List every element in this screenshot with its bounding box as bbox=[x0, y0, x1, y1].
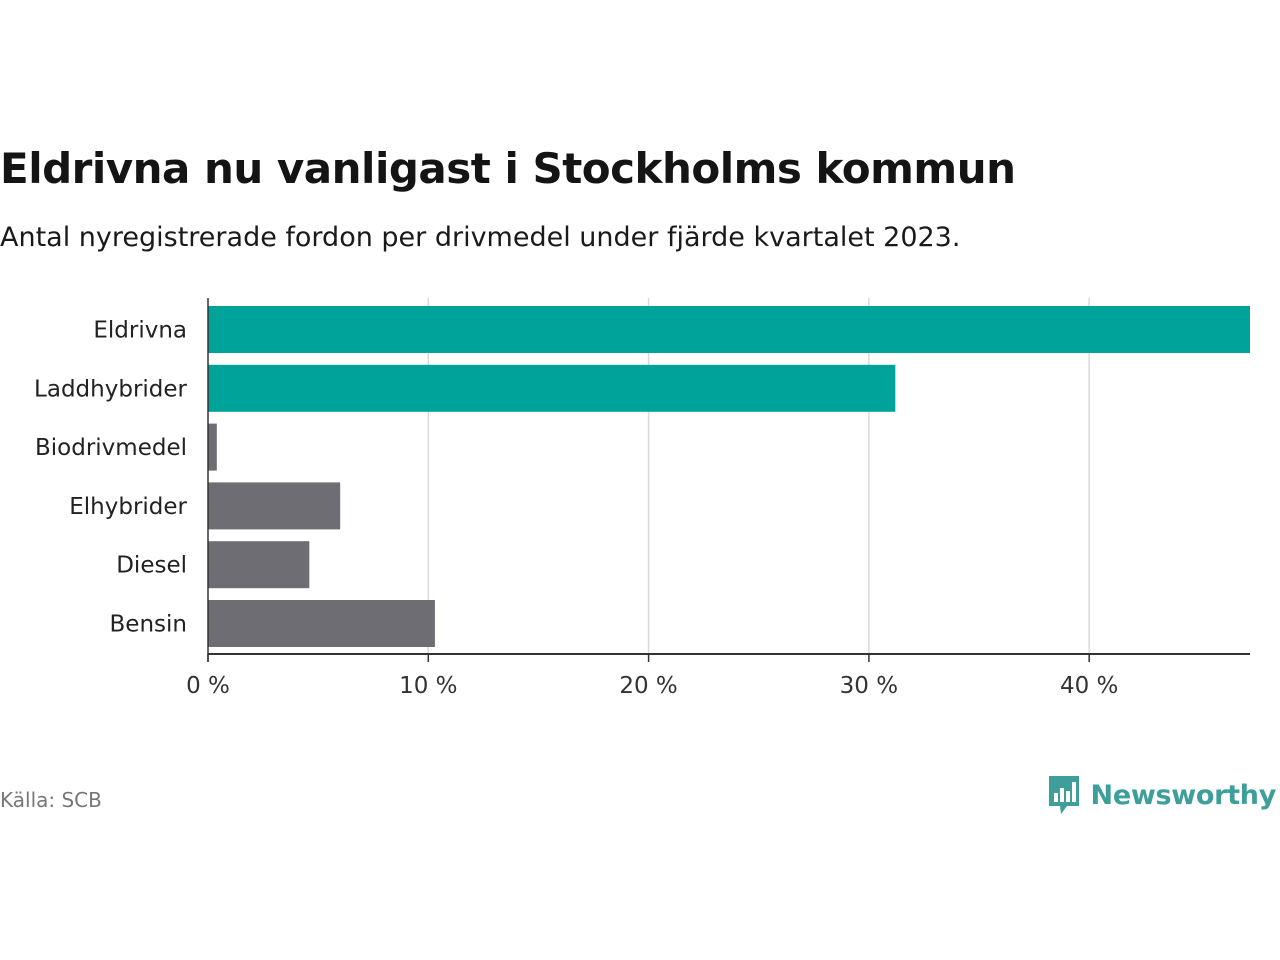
x-tick-label: 40 % bbox=[1060, 673, 1118, 699]
brand-name: Newsworthy bbox=[1090, 779, 1277, 811]
category-label: Biodrivmedel bbox=[35, 435, 187, 461]
bar bbox=[208, 541, 310, 589]
x-tick-label: 0 % bbox=[186, 673, 230, 699]
category-label: Eldrivna bbox=[93, 318, 187, 344]
brand-logo: Newsworthy bbox=[1047, 774, 1276, 816]
newsworthy-logo-icon bbox=[1048, 776, 1079, 814]
category-label: Laddhybrider bbox=[34, 376, 187, 402]
bar bbox=[208, 306, 1250, 353]
bar bbox=[208, 423, 217, 471]
category-label: Diesel bbox=[116, 553, 187, 579]
x-tick-label: 20 % bbox=[619, 673, 677, 699]
chart-subtitle: Antal nyregistrerade fordon per drivmede… bbox=[0, 222, 961, 253]
chart-title: Eldrivna nu vanligast i Stockholms kommu… bbox=[0, 144, 1016, 193]
x-tick-label: 10 % bbox=[399, 673, 457, 699]
category-label: Bensin bbox=[110, 612, 187, 638]
bar bbox=[208, 482, 341, 530]
category-label: Elhybrider bbox=[69, 494, 187, 520]
bar bbox=[208, 600, 435, 647]
source-note: Källa: SCB bbox=[0, 788, 102, 812]
x-tick-label: 30 % bbox=[840, 673, 898, 699]
bar bbox=[208, 364, 896, 412]
